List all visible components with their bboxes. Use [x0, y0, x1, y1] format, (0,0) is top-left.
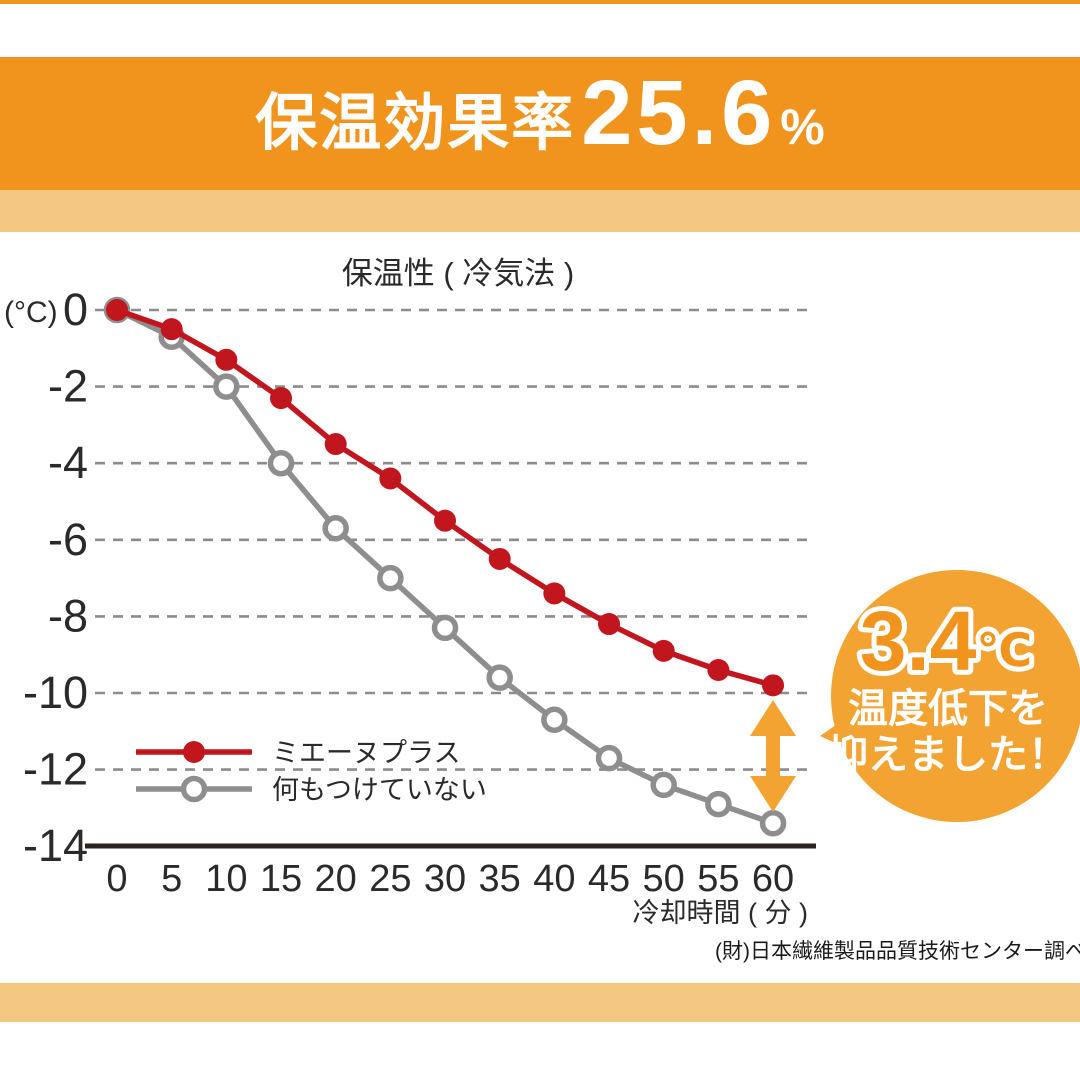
- data-point: [379, 467, 402, 490]
- y-axis-ticks: 0 -2 -4 -6 -8 -10 -12 -14: [23, 284, 88, 871]
- x-tick-label: 50: [643, 858, 685, 900]
- x-tick-label: 0: [106, 858, 127, 900]
- data-point: [215, 348, 238, 371]
- y-tick-label: -2: [48, 361, 88, 412]
- y-tick-label: -12: [23, 744, 88, 795]
- data-point: [322, 515, 349, 542]
- header-banner: 保温効果率 25.6 %: [0, 57, 1080, 190]
- x-tick-label: 55: [697, 858, 739, 900]
- data-point: [431, 614, 459, 642]
- x-tick-label: 40: [533, 858, 575, 900]
- banner-title: 保温効果率: [255, 89, 576, 158]
- data-point: [324, 433, 347, 456]
- x-tick-label: 60: [752, 858, 794, 900]
- data-point: [705, 790, 732, 818]
- y-tick-label: -6: [48, 514, 88, 565]
- y-tick-label: -8: [48, 590, 88, 641]
- x-tick-label: 30: [424, 858, 466, 900]
- x-tick-label: 10: [205, 858, 247, 900]
- x-tick-label: 45: [588, 858, 630, 900]
- data-point: [598, 613, 621, 636]
- callout-bubble-circle: [831, 570, 1080, 822]
- y-tick-label: 0: [63, 284, 88, 335]
- source-note: (財)日本繊維製品品質技術センター調べ: [715, 940, 1080, 963]
- data-point: [543, 582, 566, 605]
- y-tick-label: -14: [23, 820, 88, 871]
- x-tick-label: 35: [479, 858, 521, 900]
- data-point: [160, 318, 183, 341]
- data-point: [541, 706, 568, 734]
- callout-line1: 温度低下を: [848, 687, 1048, 731]
- footer-stripe: [0, 983, 1080, 1022]
- data-point: [652, 639, 675, 662]
- data-point: [650, 771, 677, 799]
- data-point: [762, 674, 785, 697]
- chart-title: 保温性 ( 冷気法 ): [342, 256, 574, 291]
- callout-bubble: 3.4℃ 温度低下を 抑えました！: [820, 570, 1080, 822]
- gridlines: [95, 308, 812, 771]
- data-point: [595, 744, 623, 772]
- x-tick-label: 5: [161, 858, 182, 900]
- data-point: [707, 659, 730, 682]
- data-point: [270, 387, 293, 410]
- x-axis-unit: 冷却時間 ( 分 ): [633, 898, 809, 928]
- data-point: [759, 809, 787, 837]
- x-tick-label: 20: [315, 858, 357, 900]
- legend-marker: [183, 741, 205, 763]
- y-tick-label: -4: [48, 437, 88, 488]
- y-axis-unit: (°C): [4, 296, 58, 329]
- data-point: [106, 299, 128, 321]
- banner-sub-stripe: [0, 190, 1080, 232]
- data-point: [434, 509, 457, 532]
- y-tick-label: -10: [23, 667, 88, 718]
- top-edge-stripe: [0, 0, 1080, 4]
- banner-value: 25.6: [581, 62, 777, 164]
- data-point: [486, 664, 513, 691]
- data-point: [213, 373, 240, 400]
- banner-percent-sign: %: [780, 99, 825, 155]
- legend-marker: [180, 775, 208, 803]
- x-tick-label: 15: [260, 858, 302, 900]
- legend-label: 何もつけていない: [272, 775, 487, 805]
- data-point: [267, 449, 295, 477]
- data-point: [377, 564, 404, 592]
- legend-label: ミエーヌプラス: [272, 738, 460, 768]
- x-axis-ticks: 0 5 10 15 20 25 30 35 40 45 50 55 60: [106, 858, 794, 900]
- temperature-gap-arrow-icon: [750, 700, 796, 812]
- callout-value: 3.4℃: [860, 594, 1032, 688]
- data-series: [103, 296, 787, 837]
- x-tick-label: 25: [369, 858, 411, 900]
- data-point: [488, 547, 511, 570]
- callout-line2: 抑えました！: [828, 733, 1068, 777]
